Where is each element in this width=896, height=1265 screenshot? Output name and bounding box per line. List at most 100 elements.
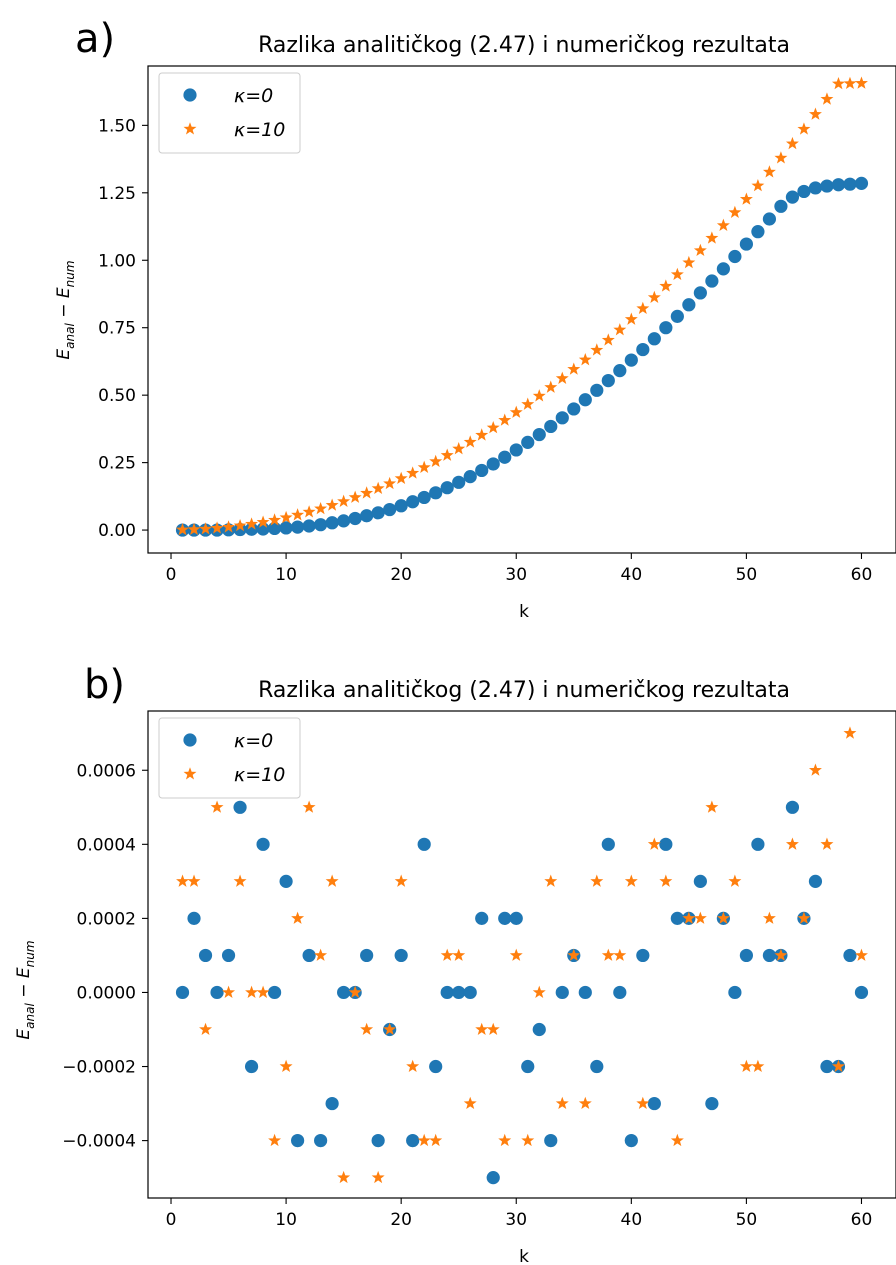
panel-b-xlabel: k [519, 1247, 529, 1265]
panel-a-circle-point [244, 522, 259, 536]
panel-a-xlabel: k [519, 602, 529, 622]
panel-a-circle-point [636, 342, 650, 357]
panel-a-circle-point [843, 177, 857, 191]
panel-b-circle-point [463, 985, 477, 1000]
panel-b-star-point [291, 911, 305, 924]
panel-a-star-point [199, 522, 213, 535]
panel-b-circle-point [371, 1133, 385, 1148]
panel-b-circle-point [601, 837, 615, 851]
panel-a-ytick-label: 1.25 [98, 184, 136, 204]
panel-a-circle-point [567, 402, 581, 416]
panel-a-legend: κ=0 κ=10 [158, 72, 301, 154]
panel-a-circle-point [291, 520, 305, 534]
panel-a-circle-point [383, 502, 397, 517]
panel-a-circle-point [532, 427, 546, 442]
panel-a-star-point [843, 76, 857, 90]
panel-b-label: b) [84, 662, 125, 708]
panel-a-star-point [555, 371, 569, 384]
panel-b-star-point [406, 1059, 420, 1073]
panel-b-star-point [774, 948, 788, 961]
panel-b-circle-point [751, 837, 765, 851]
panel-a-star-point [808, 107, 822, 120]
panel-a-circle-point [716, 262, 730, 276]
panel-a-legend-label: κ=0 [234, 85, 273, 107]
panel-a-star-point [279, 510, 293, 524]
panel-a-circle-point [302, 519, 316, 533]
panel-b-star-point [613, 948, 627, 961]
panel-a-star-point [245, 517, 259, 530]
panel-a-circle-point [521, 435, 535, 449]
panel-a-circle-point [325, 516, 339, 530]
panel-b-star-point [578, 1096, 592, 1110]
panel-a-circle-point [417, 490, 431, 505]
panel-b-circle-point [785, 800, 800, 814]
panel-b-star-point [199, 1022, 213, 1035]
panel-b-circle-point [647, 1096, 661, 1111]
panel-b-star-point [693, 911, 707, 924]
panel-b-star-point [394, 874, 408, 887]
panel-a-star-point [601, 333, 615, 346]
panel-a-star-point [256, 515, 270, 528]
panel-a-circle-point [613, 364, 627, 378]
panel-a-circle-point [659, 321, 673, 335]
panel-a-star-point [176, 523, 189, 536]
panel-b-circle-point [532, 1022, 546, 1037]
panel-a-circle-point [728, 249, 742, 264]
panel-a-ytick-label: 1.00 [98, 251, 136, 271]
panel-a-star-point [751, 178, 765, 192]
panel-b-circle-point [244, 1059, 259, 1074]
panel-a-circle-point [682, 298, 696, 312]
panel-a-star-point [486, 421, 500, 434]
panel-a: a) Razlika analitičkog (2.47) i numeričk… [54, 16, 896, 622]
panel-a-star-point [498, 413, 512, 426]
panel-b-star-point [348, 985, 362, 998]
panel-a-circle-point [762, 212, 777, 226]
panel-b-star-point [785, 837, 799, 850]
panel-b-star-point [429, 1133, 443, 1147]
panel-b-circle-point [175, 985, 190, 1000]
panel-b-ytick-label: −0.0002 [62, 1058, 136, 1078]
panel-b-circle-point [256, 837, 270, 851]
panel-b-circle-point [394, 948, 408, 963]
panel-b-star-point [245, 985, 259, 998]
panel-a-star-point [509, 405, 523, 418]
panel-a-circle-point [314, 518, 328, 532]
panel-a-star-point [647, 290, 661, 303]
panel-a-circle-point [498, 450, 512, 464]
panel-a-circle-point [337, 514, 351, 528]
panel-b-star-point [855, 948, 868, 961]
panel-b-circle-point [498, 911, 512, 925]
panel-a-circle-point [475, 463, 489, 478]
panel-b-star-point [268, 1133, 282, 1147]
panel-b-star-point [509, 948, 523, 961]
panel-a-star-point [394, 471, 408, 485]
panel-a-xtick-label: 20 [390, 565, 412, 585]
panel-b-circle-point [854, 985, 869, 1000]
panel-a-star-point [417, 460, 431, 473]
panel-b-ytick-label: −0.0004 [62, 1132, 136, 1152]
panel-b-circle-point [291, 1133, 305, 1148]
panel-b-circle-point [360, 948, 374, 963]
panel-b-star-point [337, 1170, 351, 1184]
panel-b-title: Razlika analitičkog (2.47) i numeričkog … [258, 678, 790, 703]
panel-b-circle-point [843, 948, 857, 963]
panel-b-circle-point [452, 985, 466, 1000]
panel-b-star-point [176, 874, 189, 887]
panel-b-star-point [797, 911, 811, 924]
panel-a-ytick-label: 0.50 [98, 386, 136, 406]
panel-b-circle-point [325, 1096, 339, 1111]
panel-b-circle-point [279, 874, 293, 888]
panel-a-xtick-label: 10 [275, 565, 297, 585]
panel-b-circle-point [762, 948, 777, 963]
panel-b-circle-point [590, 1059, 604, 1074]
panel-b-ytick-label: 0.0002 [77, 909, 136, 929]
panel-b-star-point [808, 763, 822, 776]
panel-b-circle-point [187, 911, 201, 925]
panel-a-legend-marker [183, 88, 197, 102]
panel-a-star-point [682, 255, 696, 269]
panel-a-xtick-label: 30 [505, 565, 527, 585]
panel-b-star-point [187, 874, 201, 887]
panel-a-xtick-label: 40 [621, 565, 643, 585]
panel-a-circle-point [808, 181, 823, 195]
panel-a-circle-point [785, 190, 800, 204]
